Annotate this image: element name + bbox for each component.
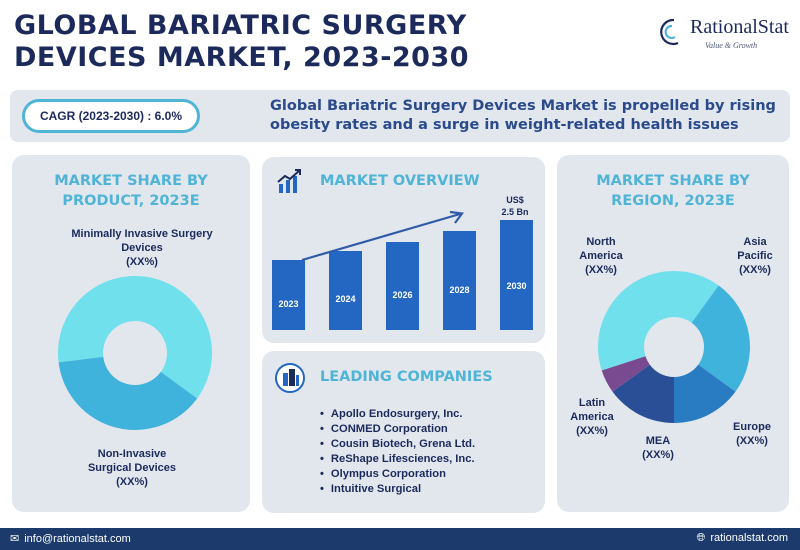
label-latin-america: Latin America (XX%)	[563, 396, 621, 438]
slice-non-invasive	[58, 356, 198, 430]
bar-year-label: 2026	[392, 290, 413, 300]
label-mea-line-1: MEA	[645, 435, 671, 447]
banner-text-line-2: obesity rates and a surge in weight-rela…	[270, 117, 739, 133]
label-mea: MEA (XX%)	[633, 434, 683, 462]
label-minimally-invasive: Minimally Invasive Surgery Devices (XX%)	[52, 227, 232, 269]
slice-north-america	[598, 271, 719, 371]
label-non-invasive: Non-Invasive Surgical Devices (XX%)	[52, 447, 212, 489]
label-noninvasive-line-2: Surgical Devices	[87, 462, 177, 474]
slice-minimally-invasive	[58, 276, 212, 399]
bar-2026: 2026	[386, 242, 419, 330]
footer-bar: ✉ info@rationalstat.com 🌐︎ rationalstat.co…	[0, 528, 800, 550]
title-line-2: DEVICES MARKET, 2023-2030	[14, 42, 470, 73]
label-na-line-2: America	[579, 250, 623, 262]
label-europe: Europe (XX%)	[723, 420, 781, 448]
company-item: Cousin Biotech, Grena Ltd.	[320, 437, 475, 452]
label-minimally-line-1: Minimally Invasive Surgery	[71, 228, 213, 240]
product-title-line-1: MARKET SHARE BY	[54, 173, 208, 189]
product-title-line-2: PRODUCT, 2023E	[62, 193, 200, 209]
region-share-panel: MARKET SHARE BY REGION, 2023E North Amer…	[557, 155, 789, 512]
bar-year-label: 2028	[449, 285, 470, 295]
label-minimally-value: (XX%)	[126, 256, 158, 268]
slice-europe	[674, 364, 736, 423]
bar-year-label: 2023	[278, 299, 299, 309]
label-la-line-1: Latin	[578, 397, 606, 409]
company-item: ReShape Lifesciences, Inc.	[320, 452, 475, 467]
bar-2023: 2023	[272, 260, 305, 330]
overview-title: MARKET OVERVIEW	[320, 173, 480, 189]
label-na-value: (XX%)	[585, 264, 617, 276]
overview-value-currency: US$	[506, 195, 524, 205]
footer-email-text[interactable]: info@rationalstat.com	[24, 533, 131, 545]
product-share-panel: MARKET SHARE BY PRODUCT, 2023E Minimally…	[12, 155, 250, 512]
label-ap-line-2: Pacific	[737, 250, 773, 262]
bar-2030: 2030	[500, 220, 533, 330]
label-minimally-line-2: Devices	[121, 242, 163, 254]
slice-mea	[612, 364, 674, 423]
leading-title: LEADING COMPANIES	[320, 369, 493, 385]
bar-2028: 2028	[443, 231, 476, 330]
logo-tagline: Value & Growth	[705, 41, 758, 50]
overview-value-amount: 2.5 Bn	[501, 207, 529, 217]
banner-text: Global Bariatric Surgery Devices Market …	[270, 97, 780, 135]
title-line-1: GLOBAL BARIATRIC SURGERY	[14, 10, 467, 41]
slice-latin-america	[601, 356, 650, 392]
company-item: CONMED Corporation	[320, 422, 475, 437]
region-title-line-1: MARKET SHARE BY	[596, 173, 750, 189]
label-na-line-1: North	[586, 236, 616, 248]
summary-banner: CAGR (2023-2030) : 6.0% Global Bariatric…	[10, 90, 790, 142]
region-title-line-2: REGION, 2023E	[611, 193, 735, 209]
bar-year-label: 2030	[506, 281, 527, 291]
growth-chart-icon	[277, 169, 301, 193]
label-ap-line-1: Asia	[743, 236, 767, 248]
company-item: Olympus Corporation	[320, 467, 475, 482]
cagr-badge: CAGR (2023-2030) : 6.0%	[22, 99, 200, 133]
label-mea-value: (XX%)	[642, 449, 674, 461]
rationalstat-logo-icon	[660, 18, 679, 46]
region-panel-title: MARKET SHARE BY REGION, 2023E	[557, 171, 789, 211]
label-asia-pacific: Asia Pacific (XX%)	[725, 235, 785, 277]
logo-name: RationalStat	[690, 16, 789, 38]
label-eu-line-1: Europe	[733, 421, 771, 433]
growth-arrow	[301, 210, 464, 262]
region-donut-chart	[598, 271, 750, 423]
label-la-value: (XX%)	[576, 425, 608, 437]
footer-website[interactable]: 🌐︎ rationalstat.com	[697, 532, 788, 545]
globe-icon: 🌐︎	[696, 532, 706, 544]
leading-companies-panel: LEADING COMPANIES Apollo Endosurgery, In…	[262, 351, 545, 513]
company-item: Intuitive Surgical	[320, 482, 475, 497]
label-north-america: North America (XX%)	[571, 235, 631, 277]
email-icon: ✉	[10, 533, 20, 545]
brand-logo[interactable]: RationalStat Value & Growth	[660, 14, 790, 54]
overview-final-value: US$ 2.5 Bn	[494, 194, 536, 218]
label-noninvasive-line-1: Non-Invasive	[97, 448, 167, 460]
footer-website-text[interactable]: rationalstat.com	[710, 532, 788, 544]
page-title: GLOBAL BARIATRIC SURGERY DEVICES MARKET,…	[14, 10, 469, 74]
bar-2024: 2024	[329, 251, 362, 330]
company-item: Apollo Endosurgery, Inc.	[320, 407, 475, 422]
product-donut-chart	[58, 276, 212, 430]
label-ap-value: (XX%)	[739, 264, 771, 276]
bar-year-label: 2024	[335, 294, 356, 304]
company-list: Apollo Endosurgery, Inc.CONMED Corporati…	[320, 407, 475, 497]
footer-email[interactable]: ✉ info@rationalstat.com	[10, 532, 131, 545]
label-la-line-2: America	[570, 411, 614, 423]
banner-text-line-1: Global Bariatric Surgery Devices Market …	[270, 98, 776, 114]
slice-asia-pacific	[691, 285, 750, 392]
label-noninvasive-value: (XX%)	[116, 476, 148, 488]
product-panel-title: MARKET SHARE BY PRODUCT, 2023E	[12, 171, 250, 211]
buildings-icon	[275, 363, 305, 393]
label-eu-value: (XX%)	[736, 435, 768, 447]
